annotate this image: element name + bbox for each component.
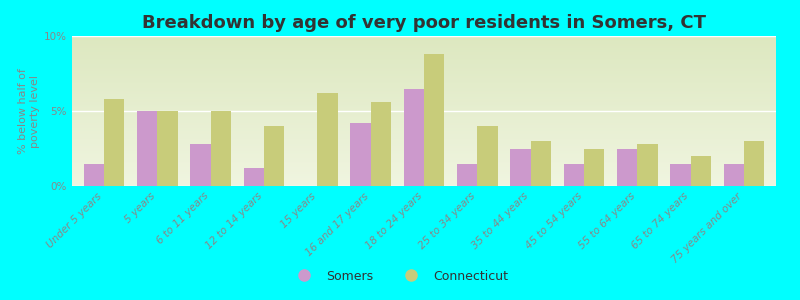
Legend: Somers, Connecticut: Somers, Connecticut: [286, 265, 514, 288]
Bar: [584, 148, 604, 186]
Bar: [210, 111, 231, 186]
Bar: [724, 164, 744, 186]
Bar: [670, 164, 690, 186]
Bar: [690, 156, 711, 186]
Bar: [190, 144, 210, 186]
Bar: [424, 54, 444, 186]
Bar: [158, 111, 178, 186]
Bar: [617, 148, 638, 186]
Bar: [104, 99, 124, 186]
Bar: [350, 123, 370, 186]
Y-axis label: % below half of
poverty level: % below half of poverty level: [18, 68, 40, 154]
Bar: [264, 126, 284, 186]
Bar: [530, 141, 551, 186]
Bar: [318, 93, 338, 186]
Bar: [244, 168, 264, 186]
Bar: [84, 164, 104, 186]
Bar: [744, 141, 764, 186]
Bar: [638, 144, 658, 186]
Bar: [404, 88, 424, 186]
Bar: [457, 164, 478, 186]
Title: Breakdown by age of very poor residents in Somers, CT: Breakdown by age of very poor residents …: [142, 14, 706, 32]
Bar: [564, 164, 584, 186]
Bar: [478, 126, 498, 186]
Bar: [370, 102, 391, 186]
Bar: [510, 148, 530, 186]
Bar: [137, 111, 158, 186]
